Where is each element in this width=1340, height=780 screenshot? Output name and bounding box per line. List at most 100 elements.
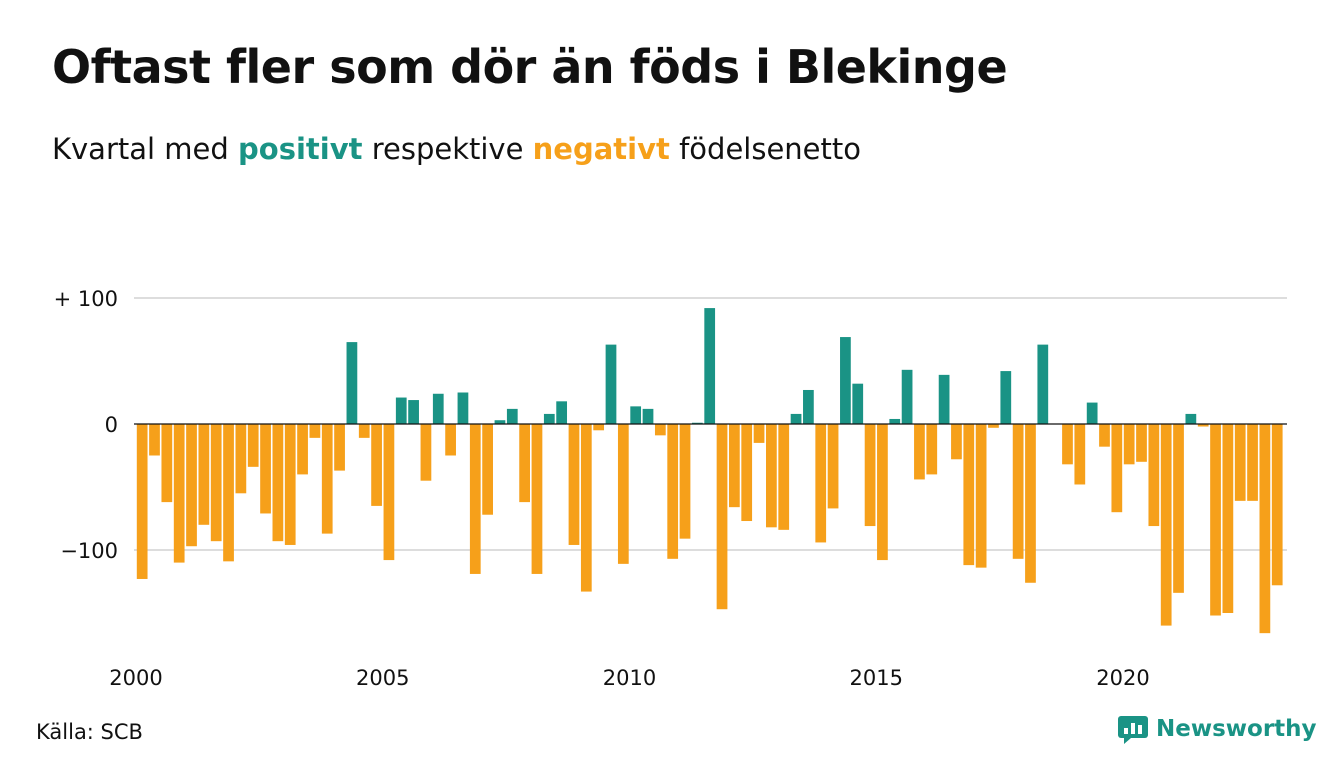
bar: [223, 424, 234, 562]
bar: [260, 424, 271, 514]
bar: [877, 424, 888, 561]
bar: [543, 413, 555, 424]
bar: [395, 397, 407, 424]
newsworthy-logo-icon: [1118, 716, 1148, 744]
x-tick-label: 2020: [1096, 666, 1149, 690]
bar: [667, 424, 679, 559]
bar: [1000, 371, 1012, 424]
bar: [864, 424, 876, 527]
y-tick-label: + 100: [54, 287, 118, 311]
bar: [605, 344, 617, 424]
bar: [198, 424, 210, 525]
brand-name: Newsworthy: [1156, 716, 1317, 742]
bar: [284, 424, 296, 545]
bar: [420, 424, 432, 481]
bar: [1012, 424, 1024, 559]
bar: [1185, 413, 1197, 424]
x-tick-label: 2000: [109, 666, 162, 690]
chart-title: Oftast fler som dör än föds i Blekinge: [52, 40, 1008, 94]
bar: [1062, 424, 1073, 465]
bar: [445, 424, 456, 456]
source-note: Källa: SCB: [36, 720, 143, 744]
bar: [852, 383, 864, 424]
bar: [901, 369, 913, 424]
bar: [457, 392, 469, 424]
x-tick-label: 2005: [356, 666, 409, 690]
bar: [1099, 424, 1110, 447]
bar: [1247, 424, 1258, 501]
bar: [297, 424, 308, 475]
y-tick-label: −100: [60, 539, 118, 563]
bar: [1111, 424, 1123, 513]
bar: [580, 424, 592, 592]
bar: [321, 424, 333, 534]
brand-logo: Newsworthy: [1118, 714, 1317, 744]
bar: [469, 424, 481, 574]
bar: [186, 424, 197, 547]
bar: [1074, 424, 1086, 485]
bar: [988, 424, 999, 428]
bar: [173, 424, 185, 563]
bar: [593, 424, 605, 431]
bar: [729, 424, 740, 508]
bar: [803, 389, 814, 424]
bar: [161, 424, 173, 503]
bar: [778, 424, 790, 530]
bar: [235, 424, 247, 494]
bar: [1037, 344, 1049, 424]
bar: [408, 400, 419, 424]
bar: [272, 424, 284, 542]
bar: [1222, 424, 1234, 613]
bar: [210, 424, 222, 542]
bar: [1271, 424, 1283, 586]
bar: [840, 337, 851, 424]
bar: [1086, 402, 1098, 424]
y-tick-label: 0: [105, 413, 118, 437]
bar: [1234, 424, 1246, 501]
bar: [309, 424, 321, 438]
bar: [506, 408, 518, 424]
subtitle-middle: respektive: [371, 132, 524, 166]
bar: [519, 424, 530, 503]
bar: [630, 406, 642, 424]
bar: [938, 374, 950, 424]
subtitle-negative-word: negativt: [532, 132, 670, 166]
bar: [1173, 424, 1184, 593]
bar: [1197, 424, 1209, 427]
bar: [247, 424, 259, 467]
bar: [951, 424, 962, 460]
chart-subtitle: Kvartal med positivt respektive negativt…: [52, 132, 861, 166]
bar: [494, 420, 506, 424]
bar: [531, 424, 543, 574]
bar: [1025, 424, 1036, 583]
bar: [1160, 424, 1172, 626]
bar: [679, 424, 691, 539]
bar: [926, 424, 938, 475]
bar: [149, 424, 160, 456]
bar: [371, 424, 382, 506]
bar: [1148, 424, 1160, 527]
bar: [1210, 424, 1221, 616]
bar: [482, 424, 493, 515]
bar: [691, 422, 703, 424]
subtitle-suffix: födelsenetto: [679, 132, 861, 166]
bar: [136, 424, 148, 579]
bar: [716, 424, 728, 610]
bar: [827, 424, 839, 509]
bar: [790, 413, 802, 424]
bar: [556, 401, 568, 424]
bar: [1123, 424, 1135, 465]
bar: [654, 424, 666, 436]
bar: [334, 424, 345, 471]
bar: [889, 418, 901, 424]
bar: [914, 424, 925, 480]
bar: [975, 424, 987, 568]
bar: [617, 424, 629, 564]
bar: [383, 424, 395, 561]
bar: [766, 424, 777, 528]
x-tick-label: 2010: [603, 666, 656, 690]
subtitle-prefix: Kvartal med: [52, 132, 229, 166]
bar: [432, 393, 444, 424]
x-tick-label: 2015: [850, 666, 903, 690]
